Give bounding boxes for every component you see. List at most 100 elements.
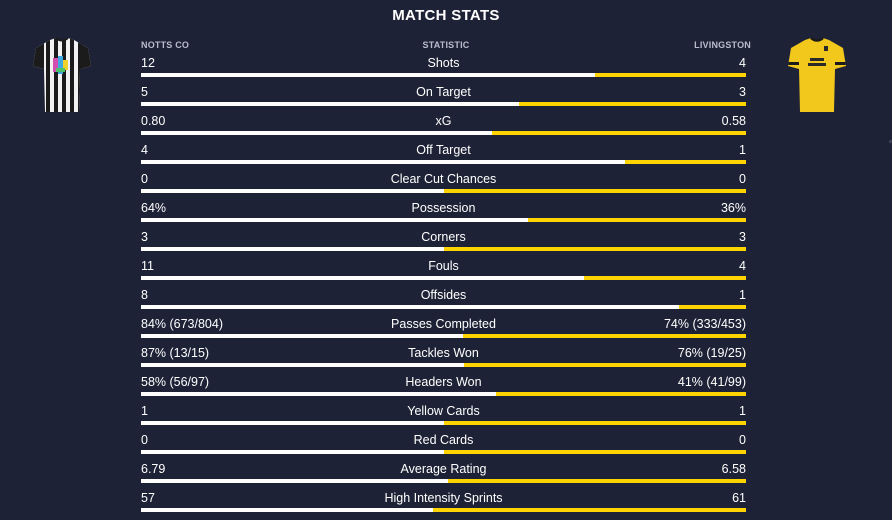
stats-list: 12 Shots 4 5 On Target 3 0.80 xG 0.58 4 Off Target… — [141, 53, 746, 517]
stat-name: Off Target — [416, 143, 471, 157]
away-value: 41% (41/99) — [677, 375, 746, 389]
home-share-fill — [141, 218, 529, 222]
home-share-fill — [141, 305, 679, 309]
home-value: 3 — [141, 230, 148, 244]
comparison-bar — [141, 218, 746, 222]
stat-name: Red Cards — [413, 433, 474, 447]
stat-name: Clear Cut Chances — [390, 172, 497, 186]
home-value: 0 — [141, 172, 148, 186]
stat-name: Passes Completed — [391, 317, 496, 331]
stat-row: 84% (673/804) Passes Completed 74% (333/45… — [141, 314, 746, 343]
home-value: 0.80 — [141, 114, 166, 128]
home-share-fill — [141, 276, 585, 280]
home-share-fill — [141, 131, 492, 135]
away-value: 6.58 — [721, 462, 746, 476]
home-share-fill — [141, 73, 595, 77]
home-value: 84% (673/804) — [141, 317, 224, 331]
stat-row: 0 Red Cards 0 — [141, 430, 746, 459]
home-share-fill — [141, 247, 444, 251]
stat-name: Corners — [421, 230, 466, 244]
home-share-fill — [141, 392, 496, 396]
notts-county-shirt-icon — [32, 36, 92, 116]
home-value: 5 — [141, 85, 148, 99]
stat-row: 3 Corners 3 — [141, 227, 746, 256]
away-value: 4 — [739, 259, 746, 273]
home-value: 1 — [141, 404, 148, 418]
statistic-header: STATISTIC — [422, 40, 470, 50]
stat-row: 58% (56/97) Headers Won 41% (41/99) — [141, 372, 746, 401]
home-share-fill — [141, 334, 463, 338]
away-value: 61 — [732, 491, 746, 505]
away-value: 0 — [739, 172, 746, 186]
comparison-bar — [141, 247, 746, 251]
away-value: 1 — [739, 288, 746, 302]
home-value: 87% (13/15) — [141, 346, 210, 360]
stat-row: 8 Offsides 1 — [141, 285, 746, 314]
stat-row: 12 Shots 4 — [141, 53, 746, 82]
home-value: 4 — [141, 143, 148, 157]
stat-row: 0 Clear Cut Chances 0 — [141, 169, 746, 198]
stat-row: 57 High Intensity Sprints 61 — [141, 488, 746, 517]
stat-row: 87% (13/15) Tackles Won 76% (19/25) — [141, 343, 746, 372]
stat-row: 0.80 xG 0.58 — [141, 111, 746, 140]
comparison-bar — [141, 363, 746, 367]
away-value: 3 — [739, 230, 746, 244]
away-value: 76% (19/25) — [677, 346, 746, 360]
stat-name: Tackles Won — [408, 346, 479, 360]
away-value: 1 — [739, 143, 746, 157]
comparison-bar — [141, 450, 746, 454]
stat-name: Yellow Cards — [407, 404, 480, 418]
comparison-bar — [141, 276, 746, 280]
stat-row: 6.79 Average Rating 6.58 — [141, 459, 746, 488]
comparison-bar — [141, 334, 746, 338]
away-value: 3 — [739, 85, 746, 99]
comparison-bar — [141, 131, 746, 135]
stat-name: Fouls — [428, 259, 459, 273]
stat-name: Average Rating — [400, 462, 487, 476]
home-value: 0 — [141, 433, 148, 447]
stat-name: xG — [435, 114, 452, 128]
home-share-fill — [141, 160, 625, 164]
stat-row: 4 Off Target 1 — [141, 140, 746, 169]
home-share-fill — [141, 421, 444, 425]
stat-name: Offsides — [420, 288, 467, 302]
comparison-bar — [141, 508, 746, 512]
home-value: 57 — [141, 491, 155, 505]
stat-row: 5 On Target 3 — [141, 82, 746, 111]
page-title: MATCH STATS — [392, 7, 500, 24]
home-share-fill — [141, 189, 444, 193]
stat-row: 11 Fouls 4 — [141, 256, 746, 285]
stat-name: Shots — [427, 56, 460, 70]
away-value: 1 — [739, 404, 746, 418]
home-value: 64% — [141, 201, 167, 215]
away-value: 0 — [739, 433, 746, 447]
away-value: 36% — [720, 201, 746, 215]
home-value: 58% (56/97) — [141, 375, 210, 389]
comparison-bar — [141, 479, 746, 483]
comparison-bar — [141, 189, 746, 193]
away-value: 74% (333/453) — [663, 317, 746, 331]
away-value: 0.58 — [721, 114, 746, 128]
home-value: 11 — [141, 259, 154, 273]
home-share-fill — [141, 450, 444, 454]
home-value: 8 — [141, 288, 148, 302]
home-share-fill — [141, 102, 520, 106]
comparison-bar — [141, 305, 746, 309]
home-value: 6.79 — [141, 462, 166, 476]
comparison-bar — [141, 73, 746, 77]
comparison-bar — [141, 392, 746, 396]
comparison-bar — [141, 160, 746, 164]
livingston-shirt-icon — [787, 36, 847, 116]
stat-row: 1 Yellow Cards 1 — [141, 401, 746, 430]
home-share-fill — [141, 508, 434, 512]
stat-name: Possession — [411, 201, 476, 215]
stat-row: 64% Possession 36% — [141, 198, 746, 227]
home-team-header: NOTTS CO — [141, 40, 190, 50]
away-team-header: LIVINGSTON — [694, 40, 751, 50]
away-value: 4 — [739, 56, 746, 70]
comparison-bar — [141, 421, 746, 425]
stat-name: On Target — [416, 85, 471, 99]
comparison-bar — [141, 102, 746, 106]
home-share-fill — [141, 479, 449, 483]
scrollbar-edge[interactable] — [889, 140, 892, 143]
